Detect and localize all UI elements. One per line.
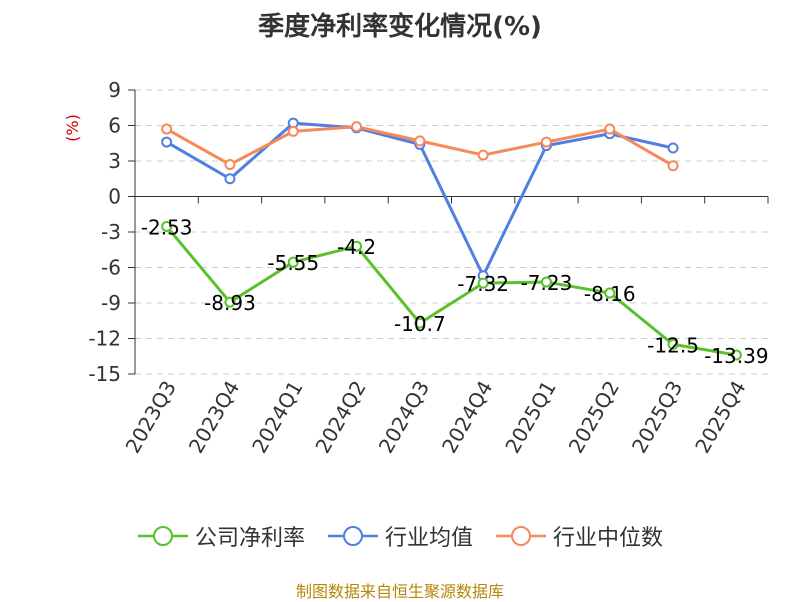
data-point <box>287 256 299 268</box>
data-label: -8.16 <box>584 282 636 306</box>
y-tick-label: -12 <box>88 327 121 351</box>
data-point <box>414 317 426 329</box>
data-point <box>667 338 679 350</box>
data-point <box>161 136 173 148</box>
data-point <box>414 135 426 147</box>
legend-label: 公司净利率 <box>194 526 305 551</box>
data-point <box>604 287 616 299</box>
data-point <box>540 136 552 148</box>
data-point <box>224 159 236 171</box>
legend-item[interactable]: 行业中位数 <box>495 520 663 552</box>
grid-lines <box>135 89 768 375</box>
x-tick-label: 2025Q2 <box>564 377 624 458</box>
data-point <box>161 123 173 135</box>
data-point <box>351 121 363 133</box>
data-point <box>477 149 489 161</box>
legend-label: 行业中位数 <box>553 526 664 551</box>
x-tick-label: 2023Q4 <box>184 377 244 458</box>
data-label: -2.53 <box>141 215 193 239</box>
data-point <box>161 220 173 232</box>
data-point <box>477 277 489 289</box>
data-label: -8.93 <box>204 291 256 315</box>
series-lines <box>161 117 742 361</box>
chart-title: 季度净利率变化情况(%) <box>258 12 542 42</box>
series-line <box>165 225 737 357</box>
legend-item[interactable]: 行业均值 <box>327 520 473 552</box>
y-tick-label: -3 <box>101 220 121 244</box>
data-point <box>540 276 552 288</box>
data-source-note: 制图数据来自恒生聚源数据库 <box>295 582 504 601</box>
legend-swatch-marker <box>152 526 173 546</box>
data-label: -5.55 <box>267 251 319 275</box>
x-tick-label: 2025Q1 <box>500 377 560 458</box>
legend-label: 行业均值 <box>384 526 473 551</box>
data-point <box>604 123 616 135</box>
data-point <box>667 160 679 172</box>
y-tick-label: 9 <box>108 78 121 102</box>
y-axis-label: (%) <box>63 114 82 142</box>
data-point <box>730 349 742 361</box>
data-labels: -2.53 -8.93 -5.55 -4.2 -10.7 -7.32 -7.23 -8.16 -… <box>141 215 769 368</box>
data-label: -7.32 <box>457 272 509 296</box>
data-point <box>224 173 236 185</box>
x-tick-label: 2025Q3 <box>627 377 687 458</box>
data-label: -12.5 <box>647 333 699 357</box>
y-tick-label: 3 <box>108 149 121 173</box>
data-point <box>224 296 236 308</box>
legend-swatch-icon <box>496 526 546 546</box>
y-tick-label: -6 <box>101 256 121 280</box>
legend-swatch-marker <box>511 526 531 546</box>
legend-swatch-icon <box>137 526 188 546</box>
legend-swatch-marker <box>342 526 363 546</box>
x-tick-label: 2023Q3 <box>121 377 181 458</box>
data-label: -10.7 <box>394 312 446 336</box>
y-tick-label: -9 <box>101 291 121 315</box>
legend-swatch-icon <box>327 526 378 546</box>
legend-item[interactable]: 公司净利率 <box>137 520 305 552</box>
y-tick-label: -15 <box>88 362 121 386</box>
x-tick-label: 2024Q3 <box>374 377 434 458</box>
data-point <box>287 125 299 137</box>
x-tick-label: 2024Q1 <box>247 377 307 458</box>
data-label: -13.39 <box>704 344 768 368</box>
chart-legend: 公司净利率 行业均值 行业中位数 <box>0 520 800 552</box>
x-tick-label: 2024Q4 <box>437 377 497 458</box>
x-tick-label: 2025Q4 <box>690 377 750 458</box>
y-tick-label: 6 <box>108 114 121 138</box>
data-point <box>667 142 679 154</box>
y-tick-label: 0 <box>108 185 121 209</box>
data-label: -4.2 <box>337 235 376 259</box>
x-tick-label: 2024Q2 <box>310 377 370 458</box>
data-point <box>351 240 363 252</box>
data-label: -7.23 <box>521 271 573 295</box>
